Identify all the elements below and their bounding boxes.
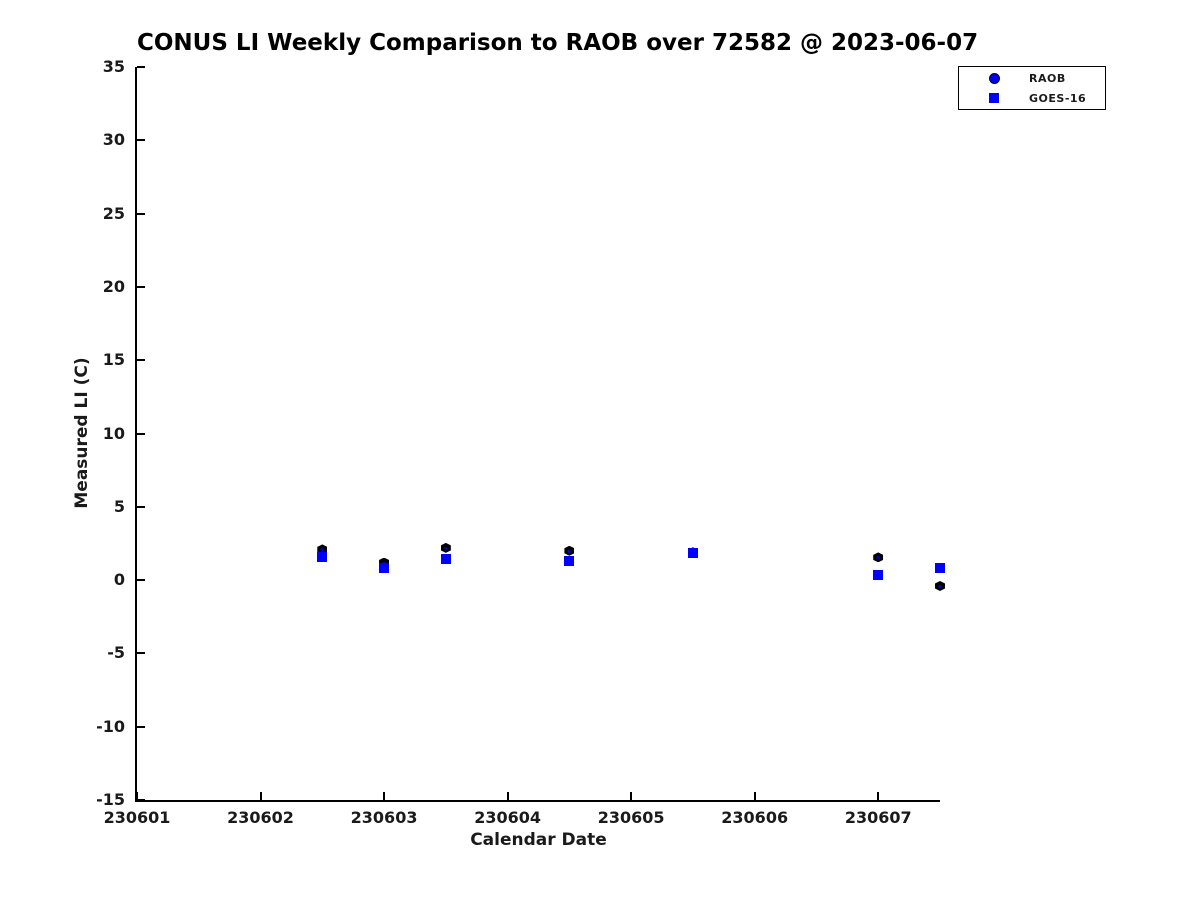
x-tick-mark [630,792,633,800]
y-tick-mark [137,359,145,362]
y-axis-spine [135,67,137,802]
goes16-point [935,563,945,574]
y-tick-label: 5 [113,496,125,516]
y-tick-mark [137,725,145,728]
y-tick-label: 15 [102,350,125,370]
goes16-point [379,562,390,573]
raob-point [317,544,328,555]
x-tick-mark [877,792,880,800]
legend-label-raob: RAOB [1029,71,1066,85]
legend-marker-cell [959,93,1029,103]
x-tick-label: 230605 [597,808,665,827]
x-tick-mark [506,792,509,800]
y-axis-label: Measured LI (C) [72,357,92,509]
raob-point [379,557,390,568]
x-axis-label: Calendar Date [470,830,607,850]
y-tick-label: 30 [102,130,125,150]
legend-row-raob: RAOB [959,69,1105,87]
legend-label-goes16: GOES-16 [1029,91,1087,105]
y-tick-mark [137,66,145,68]
y-tick-mark [137,285,145,288]
y-tick-label: -5 [107,643,125,663]
x-tick-mark [383,792,386,800]
raob-point [935,580,945,591]
x-tick-mark [259,792,262,800]
goes16-point [873,569,884,580]
y-tick-label: 10 [102,423,125,443]
raob-circle-icon [988,72,1000,84]
x-tick-label: 230606 [721,808,789,827]
legend-marker-cell [959,72,1029,84]
legend: RAOB GOES-16 [958,66,1106,110]
raob-point [440,542,451,553]
x-tick-mark [753,792,756,800]
y-tick-label: -15 [96,790,125,809]
goes16-square-icon [989,93,999,103]
x-tick-mark [136,792,138,800]
y-tick-mark [137,579,145,582]
y-tick-label: 0 [113,570,125,590]
y-tick-mark [137,139,145,142]
legend-row-goes16: GOES-16 [959,89,1105,107]
x-tick-label: 230607 [844,808,912,827]
x-tick-label: 230601 [103,808,171,827]
goes16-point [564,556,575,567]
y-tick-mark [137,432,145,435]
raob-point [873,552,884,563]
y-tick-label: 20 [102,276,125,296]
y-tick-label: 35 [102,57,125,76]
goes16-point [440,553,451,564]
raob-point [564,545,575,556]
y-tick-label: -10 [96,716,125,736]
x-tick-label: 230604 [474,808,541,827]
x-tick-label: 230602 [227,808,294,827]
goes16-point [317,551,328,562]
y-tick-mark [137,212,145,215]
y-tick-label: 25 [102,203,125,223]
x-axis-spine [135,800,940,802]
y-tick-mark [137,505,145,508]
y-tick-mark [137,652,145,655]
goes16-point [687,547,698,558]
y-tick-mark [137,799,145,801]
x-tick-label: 230603 [350,808,418,827]
chart-title: CONUS LI Weekly Comparison to RAOB over … [137,30,979,56]
